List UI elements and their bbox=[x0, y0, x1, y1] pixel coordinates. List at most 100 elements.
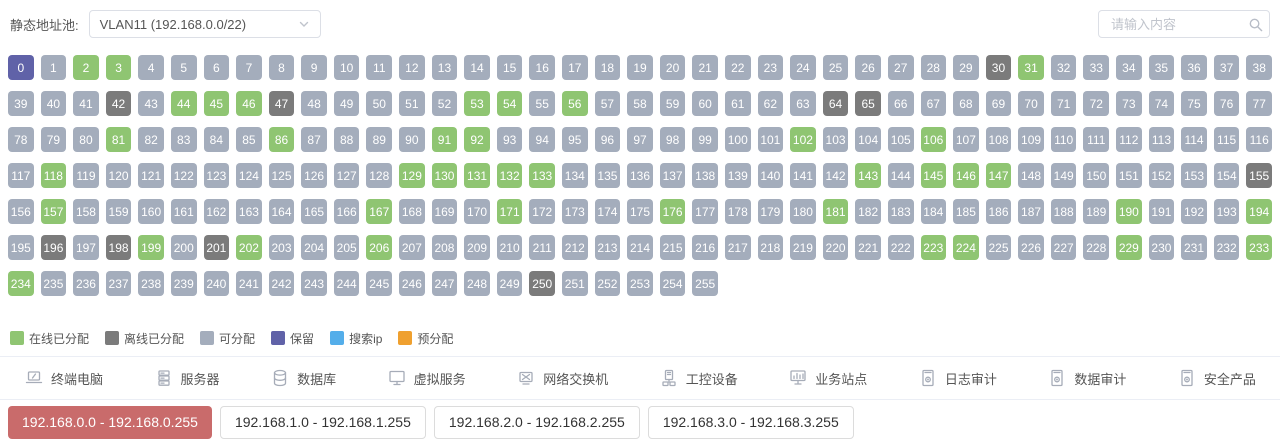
ip-cell-31[interactable]: 31 bbox=[1018, 55, 1044, 80]
ip-cell-111[interactable]: 111 bbox=[1083, 127, 1110, 152]
ip-cell-25[interactable]: 25 bbox=[822, 55, 849, 80]
ip-cell-35[interactable]: 35 bbox=[1148, 55, 1175, 80]
ip-cell-203[interactable]: 203 bbox=[268, 235, 295, 260]
ip-cell-219[interactable]: 219 bbox=[790, 235, 816, 260]
ip-cell-188[interactable]: 188 bbox=[1050, 199, 1077, 224]
ip-cell-117[interactable]: 117 bbox=[8, 163, 34, 188]
ip-cell-234[interactable]: 234 bbox=[8, 271, 34, 296]
ip-cell-175[interactable]: 175 bbox=[627, 199, 653, 224]
ip-cell-18[interactable]: 18 bbox=[594, 55, 621, 80]
ip-cell-14[interactable]: 14 bbox=[464, 55, 490, 80]
ip-cell-54[interactable]: 54 bbox=[496, 91, 523, 116]
ip-cell-112[interactable]: 112 bbox=[1116, 127, 1142, 152]
ip-cell-230[interactable]: 230 bbox=[1148, 235, 1175, 260]
ip-cell-104[interactable]: 104 bbox=[855, 127, 881, 152]
ip-cell-93[interactable]: 93 bbox=[496, 127, 523, 152]
device-type-3[interactable]: 虚拟服务 bbox=[387, 368, 466, 388]
ip-cell-249[interactable]: 249 bbox=[496, 271, 523, 296]
ip-cell-200[interactable]: 200 bbox=[170, 235, 197, 260]
ip-cell-239[interactable]: 239 bbox=[170, 271, 197, 296]
ip-cell-9[interactable]: 9 bbox=[301, 55, 327, 80]
ip-cell-248[interactable]: 248 bbox=[464, 271, 490, 296]
ip-cell-174[interactable]: 174 bbox=[594, 199, 621, 224]
ip-cell-102[interactable]: 102 bbox=[790, 127, 816, 152]
ip-cell-255[interactable]: 255 bbox=[692, 271, 718, 296]
ip-cell-244[interactable]: 244 bbox=[333, 271, 360, 296]
ip-cell-63[interactable]: 63 bbox=[790, 91, 816, 116]
ip-cell-231[interactable]: 231 bbox=[1181, 235, 1207, 260]
ip-cell-61[interactable]: 61 bbox=[724, 91, 751, 116]
ip-cell-228[interactable]: 228 bbox=[1083, 235, 1110, 260]
ip-cell-243[interactable]: 243 bbox=[301, 271, 327, 296]
ip-cell-65[interactable]: 65 bbox=[855, 91, 881, 116]
ip-cell-158[interactable]: 158 bbox=[73, 199, 99, 224]
ip-cell-126[interactable]: 126 bbox=[301, 163, 327, 188]
device-type-9[interactable]: 安全产品 bbox=[1177, 368, 1256, 388]
ip-cell-206[interactable]: 206 bbox=[366, 235, 393, 260]
ip-cell-95[interactable]: 95 bbox=[562, 127, 588, 152]
ip-cell-19[interactable]: 19 bbox=[627, 55, 653, 80]
ip-cell-176[interactable]: 176 bbox=[659, 199, 686, 224]
ip-cell-229[interactable]: 229 bbox=[1116, 235, 1142, 260]
ip-cell-36[interactable]: 36 bbox=[1181, 55, 1207, 80]
ip-cell-90[interactable]: 90 bbox=[399, 127, 425, 152]
ip-cell-71[interactable]: 71 bbox=[1050, 91, 1077, 116]
ip-cell-157[interactable]: 157 bbox=[40, 199, 67, 224]
ip-cell-119[interactable]: 119 bbox=[73, 163, 99, 188]
ip-cell-141[interactable]: 141 bbox=[790, 163, 816, 188]
ip-cell-184[interactable]: 184 bbox=[920, 199, 947, 224]
ip-cell-29[interactable]: 29 bbox=[953, 55, 979, 80]
ip-cell-37[interactable]: 37 bbox=[1213, 55, 1240, 80]
ip-cell-12[interactable]: 12 bbox=[399, 55, 425, 80]
ip-cell-254[interactable]: 254 bbox=[659, 271, 686, 296]
ip-cell-165[interactable]: 165 bbox=[301, 199, 327, 224]
ip-cell-199[interactable]: 199 bbox=[138, 235, 164, 260]
ip-cell-151[interactable]: 151 bbox=[1116, 163, 1142, 188]
ip-cell-56[interactable]: 56 bbox=[562, 91, 588, 116]
ip-cell-96[interactable]: 96 bbox=[594, 127, 621, 152]
device-type-5[interactable]: 工控设备 bbox=[659, 368, 738, 388]
ip-cell-81[interactable]: 81 bbox=[105, 127, 132, 152]
search-input[interactable] bbox=[1109, 15, 1248, 33]
ip-cell-39[interactable]: 39 bbox=[8, 91, 34, 116]
ip-cell-52[interactable]: 52 bbox=[431, 91, 458, 116]
ip-cell-43[interactable]: 43 bbox=[138, 91, 164, 116]
ip-cell-69[interactable]: 69 bbox=[985, 91, 1012, 116]
ip-cell-45[interactable]: 45 bbox=[203, 91, 230, 116]
ip-cell-68[interactable]: 68 bbox=[953, 91, 979, 116]
ip-cell-232[interactable]: 232 bbox=[1213, 235, 1240, 260]
ip-cell-224[interactable]: 224 bbox=[953, 235, 979, 260]
ip-cell-51[interactable]: 51 bbox=[399, 91, 425, 116]
ip-cell-121[interactable]: 121 bbox=[138, 163, 164, 188]
ip-cell-236[interactable]: 236 bbox=[73, 271, 99, 296]
ip-cell-150[interactable]: 150 bbox=[1083, 163, 1110, 188]
ip-cell-226[interactable]: 226 bbox=[1018, 235, 1044, 260]
ip-cell-10[interactable]: 10 bbox=[333, 55, 360, 80]
ip-cell-204[interactable]: 204 bbox=[301, 235, 327, 260]
ip-cell-114[interactable]: 114 bbox=[1181, 127, 1207, 152]
ip-cell-238[interactable]: 238 bbox=[138, 271, 164, 296]
ip-cell-44[interactable]: 44 bbox=[170, 91, 197, 116]
ip-cell-72[interactable]: 72 bbox=[1083, 91, 1110, 116]
ip-cell-59[interactable]: 59 bbox=[659, 91, 686, 116]
ip-cell-172[interactable]: 172 bbox=[529, 199, 556, 224]
ip-cell-7[interactable]: 7 bbox=[236, 55, 262, 80]
ip-cell-242[interactable]: 242 bbox=[268, 271, 295, 296]
ip-cell-182[interactable]: 182 bbox=[855, 199, 881, 224]
ip-cell-142[interactable]: 142 bbox=[822, 163, 849, 188]
ip-cell-198[interactable]: 198 bbox=[105, 235, 132, 260]
ip-cell-28[interactable]: 28 bbox=[920, 55, 947, 80]
ip-cell-97[interactable]: 97 bbox=[627, 127, 653, 152]
ip-cell-70[interactable]: 70 bbox=[1018, 91, 1044, 116]
ip-cell-113[interactable]: 113 bbox=[1148, 127, 1175, 152]
ip-cell-47[interactable]: 47 bbox=[268, 91, 295, 116]
ip-cell-144[interactable]: 144 bbox=[887, 163, 914, 188]
ip-cell-82[interactable]: 82 bbox=[138, 127, 164, 152]
ip-cell-42[interactable]: 42 bbox=[105, 91, 132, 116]
ip-cell-146[interactable]: 146 bbox=[953, 163, 979, 188]
ip-cell-143[interactable]: 143 bbox=[855, 163, 881, 188]
ip-cell-124[interactable]: 124 bbox=[236, 163, 262, 188]
ip-cell-33[interactable]: 33 bbox=[1083, 55, 1110, 80]
ip-cell-179[interactable]: 179 bbox=[757, 199, 784, 224]
ip-cell-212[interactable]: 212 bbox=[562, 235, 588, 260]
